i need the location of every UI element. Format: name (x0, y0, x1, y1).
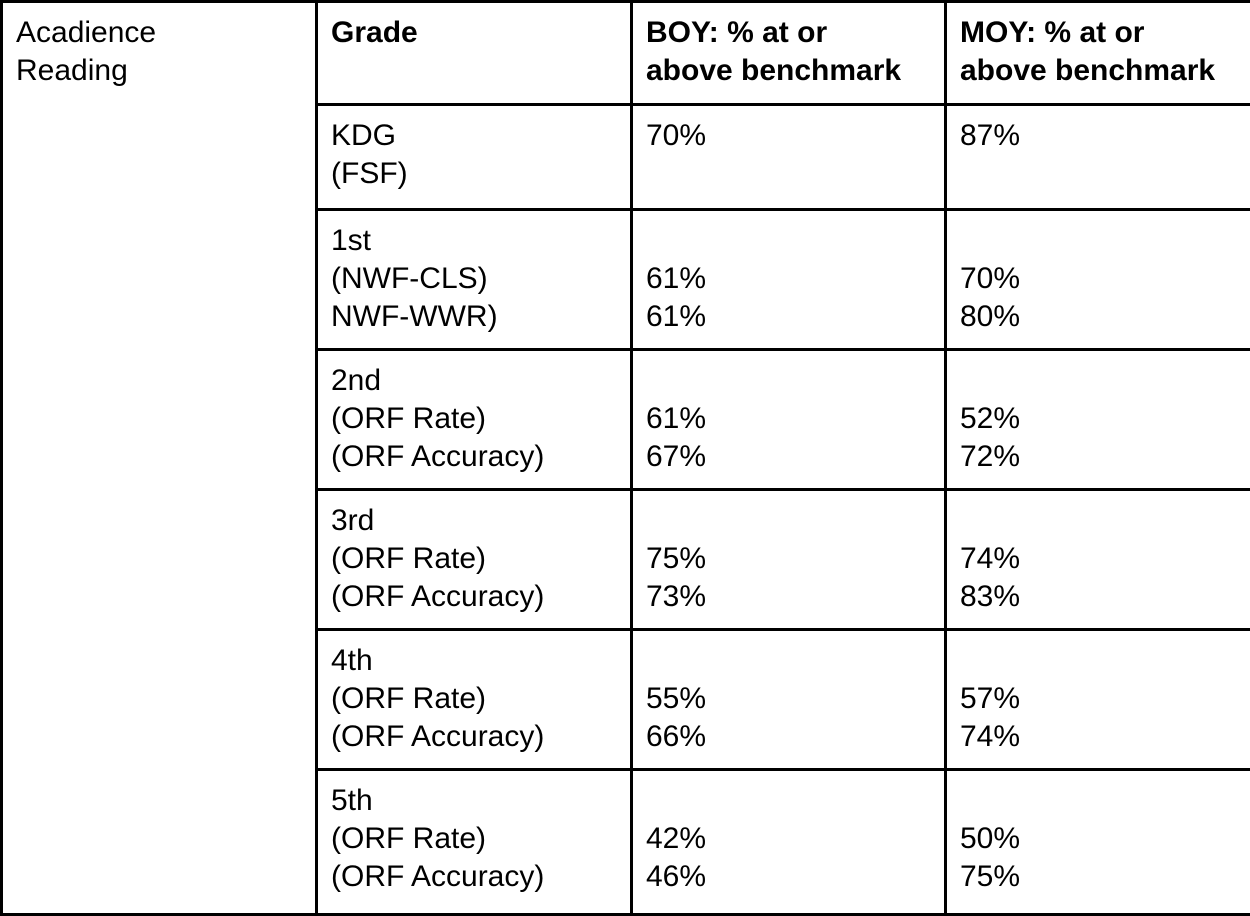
grade-cell: KDG (FSF) (317, 105, 632, 210)
grade-cell: 5th (ORF Rate) (ORF Accuracy) (317, 770, 632, 915)
moy-value-cell: 57% 74% (946, 630, 1250, 770)
column-header-boy: BOY: % at or above benchmark (632, 2, 946, 105)
header-row: Acadience Reading Grade BOY: % at or abo… (2, 2, 1250, 105)
column-header-moy: MOY: % at or above benchmark (946, 2, 1250, 105)
grade-cell: 4th (ORF Rate) (ORF Accuracy) (317, 630, 632, 770)
moy-value-cell: 70% 80% (946, 210, 1250, 350)
boy-value-cell: 42% 46% (632, 770, 946, 915)
table-title: Acadience Reading (2, 2, 317, 915)
boy-value-cell: 61% 67% (632, 350, 946, 490)
boy-value-cell: 55% 66% (632, 630, 946, 770)
moy-value-cell: 74% 83% (946, 490, 1250, 630)
grade-cell: 2nd (ORF Rate) (ORF Accuracy) (317, 350, 632, 490)
moy-value-cell: 52% 72% (946, 350, 1250, 490)
moy-value-cell: 50% 75% (946, 770, 1250, 915)
boy-value-cell: 61% 61% (632, 210, 946, 350)
grade-cell: 3rd (ORF Rate) (ORF Accuracy) (317, 490, 632, 630)
boy-value-cell: 75% 73% (632, 490, 946, 630)
moy-value-cell: 87% (946, 105, 1250, 210)
grade-cell: 1st (NWF-CLS) NWF-WWR) (317, 210, 632, 350)
boy-value-cell: 70% (632, 105, 946, 210)
column-header-grade: Grade (317, 2, 632, 105)
